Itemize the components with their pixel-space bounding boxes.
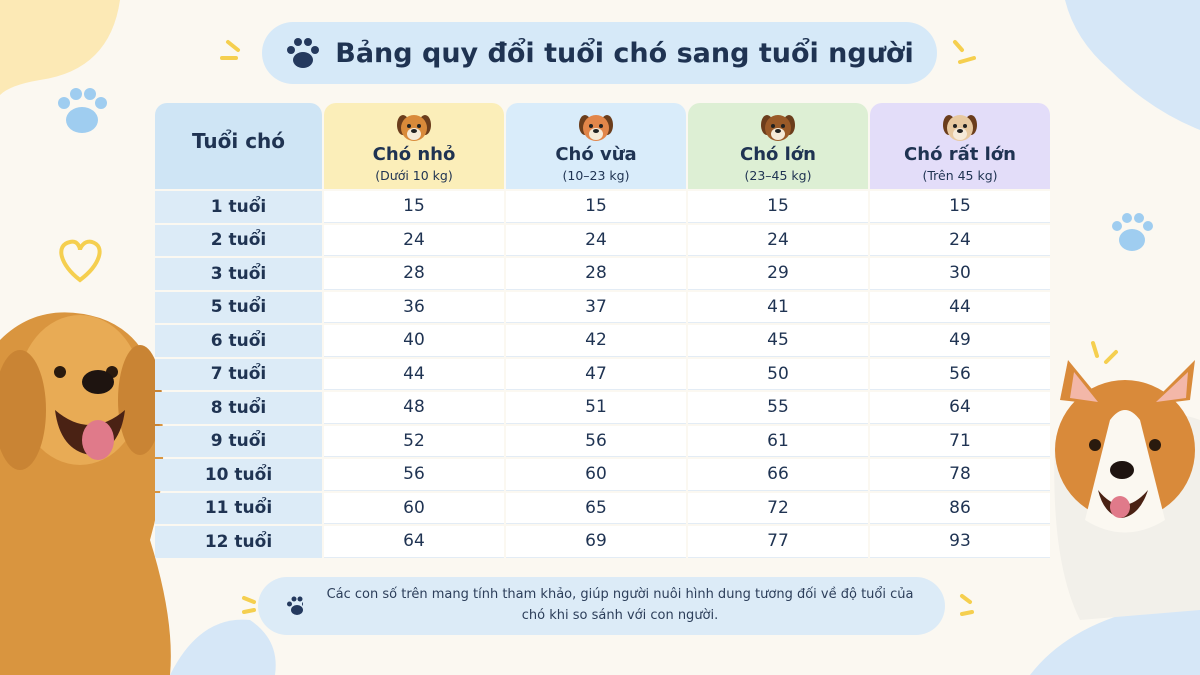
cell: 42 xyxy=(506,325,686,357)
cell: 64 xyxy=(324,526,504,558)
cell: 24 xyxy=(870,224,1050,256)
paw-icon xyxy=(287,596,304,615)
paw-icon xyxy=(1112,213,1153,251)
cell: 45 xyxy=(688,325,868,357)
column-note: (Dưới 10 kg) xyxy=(375,168,453,183)
row-label: 3 tuổi xyxy=(155,258,322,290)
dog-icon xyxy=(761,115,795,141)
cell: 15 xyxy=(506,191,686,223)
cell: 71 xyxy=(870,425,1050,457)
row-label: 10 tuổi xyxy=(155,459,322,491)
cell: 15 xyxy=(870,191,1050,223)
cell: 93 xyxy=(870,526,1050,558)
title: Bảng quy đổi tuổi chó sang tuổi người xyxy=(335,37,914,69)
cell: 36 xyxy=(324,291,504,323)
row-label: 6 tuổi xyxy=(155,325,322,357)
cell: 30 xyxy=(870,258,1050,290)
cell: 77 xyxy=(688,526,868,558)
row-label: 8 tuổi xyxy=(155,392,322,424)
column-header: Chó vừa (10–23 kg) xyxy=(506,103,686,189)
heart-icon xyxy=(59,239,102,283)
cell: 47 xyxy=(506,358,686,390)
cell: 49 xyxy=(870,325,1050,357)
column-header: Chó rất lớn (Trên 45 kg) xyxy=(870,103,1050,189)
corner-blob xyxy=(0,0,120,95)
row-label: 7 tuổi xyxy=(155,358,322,390)
row-label: 11 tuổi xyxy=(155,492,322,524)
cell: 44 xyxy=(870,291,1050,323)
cell: 78 xyxy=(870,459,1050,491)
row-label: 5 tuổi xyxy=(155,291,322,323)
row-label: 12 tuổi xyxy=(155,526,322,558)
cell: 44 xyxy=(324,358,504,390)
cell: 72 xyxy=(688,492,868,524)
row-label: 1 tuổi xyxy=(155,191,322,223)
cell: 48 xyxy=(324,392,504,424)
cell: 37 xyxy=(506,291,686,323)
cell: 24 xyxy=(688,224,868,256)
column-note: (Trên 45 kg) xyxy=(922,168,998,183)
cell: 66 xyxy=(688,459,868,491)
cell: 56 xyxy=(870,358,1050,390)
corner-label: Tuổi chó xyxy=(191,129,286,153)
cell: 55 xyxy=(688,392,868,424)
paw-icon xyxy=(287,38,320,68)
column-note: (23–45 kg) xyxy=(744,168,812,183)
row-label: 9 tuổi xyxy=(155,425,322,457)
golden-retriever xyxy=(0,312,171,675)
dog-icon xyxy=(943,115,977,141)
column-note: (10–23 kg) xyxy=(562,168,630,183)
dog-icon xyxy=(397,115,431,141)
corgi xyxy=(1054,360,1200,620)
column-name: Chó lớn xyxy=(739,144,816,165)
dog-icon xyxy=(579,115,613,141)
cell: 61 xyxy=(688,425,868,457)
title-banner: Bảng quy đổi tuổi chó sang tuổi người xyxy=(262,22,937,84)
cell: 28 xyxy=(506,258,686,290)
cell: 29 xyxy=(688,258,868,290)
column-header: Chó nhỏ (Dưới 10 kg) xyxy=(324,103,504,189)
cell: 60 xyxy=(324,492,504,524)
cell: 40 xyxy=(324,325,504,357)
cell: 51 xyxy=(506,392,686,424)
cell: 56 xyxy=(506,425,686,457)
corner-header: Tuổi chó xyxy=(155,103,322,189)
cell: 41 xyxy=(688,291,868,323)
corner-blob xyxy=(1065,0,1200,130)
paw-icon xyxy=(58,88,107,133)
cell: 65 xyxy=(506,492,686,524)
cell: 69 xyxy=(506,526,686,558)
corner-blob xyxy=(170,619,276,675)
corner-blob xyxy=(1030,600,1200,675)
sparkle xyxy=(220,40,1118,616)
cell: 64 xyxy=(870,392,1050,424)
footnote: Các con số trên mang tính tham khảo, giú… xyxy=(326,587,914,623)
cell: 56 xyxy=(324,459,504,491)
cell: 52 xyxy=(324,425,504,457)
column-name: Chó nhỏ xyxy=(372,144,456,165)
cell: 24 xyxy=(324,224,504,256)
cell: 24 xyxy=(506,224,686,256)
footnote-banner: Các con số trên mang tính tham khảo, giú… xyxy=(258,577,945,635)
row-label: 2 tuổi xyxy=(155,224,322,256)
cell: 60 xyxy=(506,459,686,491)
cell: 15 xyxy=(688,191,868,223)
column-header: Chó lớn (23–45 kg) xyxy=(688,103,868,189)
column-name: Chó rất lớn xyxy=(904,144,1016,165)
cell: 50 xyxy=(688,358,868,390)
cell: 86 xyxy=(870,492,1050,524)
cell: 28 xyxy=(324,258,504,290)
column-name: Chó vừa xyxy=(555,144,637,165)
cell: 15 xyxy=(324,191,504,223)
age-table: Tuổi chó Chó nhỏ (Dưới 10 kg) Chó vừa (10–2… xyxy=(155,103,1050,558)
